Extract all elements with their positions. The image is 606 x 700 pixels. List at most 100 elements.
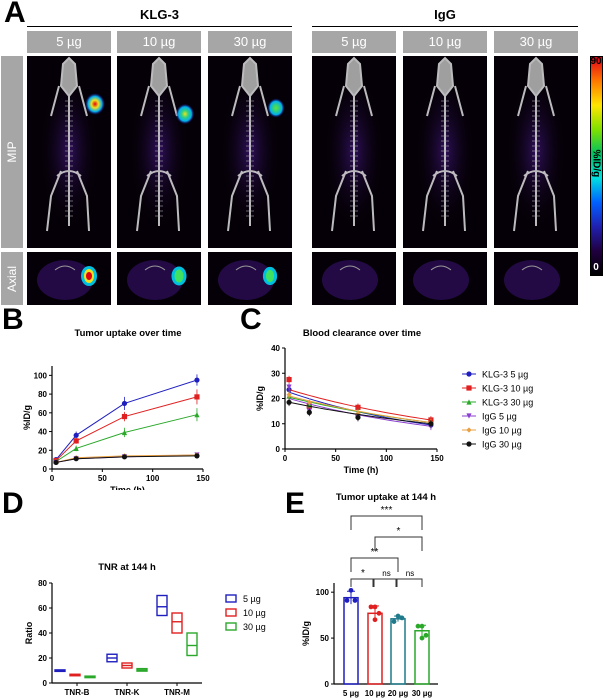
axial-image bbox=[403, 252, 487, 305]
data-point bbox=[355, 404, 361, 410]
significance-label: ** bbox=[371, 547, 379, 558]
data-point bbox=[344, 598, 350, 603]
x-tick-label: 0 bbox=[283, 454, 288, 463]
data-point bbox=[73, 445, 79, 451]
y-tick-label: 40 bbox=[271, 344, 280, 353]
series-line bbox=[55, 414, 198, 462]
y-tick-label: 60 bbox=[38, 604, 47, 613]
row-label-mip: MIP bbox=[1, 56, 23, 248]
y-axis-label: %ID/g bbox=[22, 405, 32, 430]
bar bbox=[367, 612, 383, 685]
x-axis-label: Time (h) bbox=[344, 465, 379, 475]
x-tick-label: 50 bbox=[98, 474, 107, 483]
chart-title: TNR at 144 h bbox=[98, 562, 156, 573]
data-point bbox=[428, 421, 434, 427]
chart-title: Tumor uptake over time bbox=[75, 328, 182, 339]
chart-c: Blood clearance over time 0 10 20 30 40 0 50 100… bbox=[255, 328, 533, 475]
data-point bbox=[73, 456, 79, 462]
significance-bracket bbox=[374, 536, 423, 551]
legend-swatch bbox=[225, 622, 237, 631]
series-line bbox=[55, 396, 198, 461]
y-axis-label: %ID/g bbox=[255, 386, 265, 411]
data-point bbox=[466, 441, 472, 447]
panel-letter-e: E bbox=[285, 487, 306, 520]
y-tick-label: 0 bbox=[276, 445, 281, 454]
x-tick-label: 100 bbox=[380, 454, 394, 463]
x-tick-label: TNR-B bbox=[65, 688, 90, 697]
y-tick-label: 100 bbox=[316, 588, 330, 597]
axial-image bbox=[27, 252, 111, 305]
data-point bbox=[121, 454, 128, 460]
mip-image bbox=[208, 56, 292, 248]
data-point bbox=[306, 409, 312, 415]
y-tick-label: 50 bbox=[320, 634, 329, 643]
data-point bbox=[73, 438, 79, 444]
y-tick-label: 0 bbox=[325, 680, 330, 689]
group-underline-1 bbox=[312, 26, 578, 27]
panel-letter-c: C bbox=[240, 303, 262, 336]
x-tick-label: TNR-M bbox=[164, 688, 190, 697]
x-tick-label: 150 bbox=[430, 454, 444, 463]
row-label-axial: Axial bbox=[1, 252, 23, 305]
x-tick-label: 10 µg bbox=[365, 689, 386, 698]
significance-bracket bbox=[350, 515, 423, 530]
y-tick-label: 80 bbox=[38, 579, 47, 588]
y-tick-label: 20 bbox=[38, 654, 47, 663]
chart-e: Tumor uptake at 144 h 0 50 100 %ID/g 5 µg 10 µ… bbox=[301, 492, 438, 698]
mip-image bbox=[403, 56, 487, 248]
legend-label: IgG 5 µg bbox=[482, 412, 517, 422]
y-axis-label: %ID/g bbox=[301, 621, 311, 646]
fit-curve bbox=[288, 401, 431, 425]
data-point bbox=[355, 414, 361, 421]
axial-image bbox=[494, 252, 578, 305]
y-axis-label: Ratio bbox=[24, 621, 34, 644]
significance-bracket bbox=[350, 578, 375, 587]
significance-label: *** bbox=[381, 505, 393, 516]
y-tick-label: 20 bbox=[38, 446, 47, 455]
data-point bbox=[419, 635, 425, 641]
group-title-0: KLG-3 bbox=[140, 7, 179, 22]
x-tick-label: 0 bbox=[50, 474, 55, 483]
y-tick-label: 80 bbox=[38, 390, 47, 399]
legend-swatch bbox=[225, 594, 237, 603]
chart-title: Blood clearance over time bbox=[303, 328, 421, 339]
data-point bbox=[395, 613, 401, 619]
y-tick-label: 100 bbox=[34, 371, 48, 380]
data-point bbox=[348, 587, 354, 593]
series-line bbox=[55, 455, 197, 463]
fit-curve bbox=[288, 395, 431, 423]
dose-label: 5 µg bbox=[27, 31, 111, 53]
mip-image bbox=[117, 56, 201, 248]
data-point bbox=[466, 413, 472, 419]
data-point bbox=[466, 385, 472, 391]
data-point bbox=[194, 377, 200, 383]
y-tick-label: 0 bbox=[43, 679, 48, 688]
data-point bbox=[466, 371, 472, 377]
significance-label: * bbox=[361, 568, 365, 579]
legend-label: IgG 30 µg bbox=[482, 440, 522, 450]
significance-bracket bbox=[372, 578, 398, 587]
colorbar-label: %ID/g bbox=[590, 149, 602, 178]
data-point bbox=[286, 384, 292, 390]
data-point bbox=[194, 394, 200, 400]
data-point bbox=[121, 429, 128, 436]
data-point bbox=[419, 623, 425, 629]
data-point bbox=[286, 376, 292, 383]
x-tick-label: 20 µg bbox=[388, 689, 409, 698]
dose-label: 30 µg bbox=[494, 31, 578, 53]
y-tick-label: 10 bbox=[271, 420, 280, 429]
x-axis-label: Time (h) bbox=[110, 485, 145, 490]
x-tick-label: 50 bbox=[331, 454, 340, 463]
significance-bracket bbox=[350, 557, 399, 572]
box bbox=[186, 632, 198, 657]
y-tick-label: 20 bbox=[271, 395, 280, 404]
dose-label: 10 µg bbox=[117, 31, 201, 53]
legend-label: KLG-3 30 µg bbox=[482, 398, 533, 408]
x-tick-label: 100 bbox=[146, 474, 160, 483]
legend-label: 30 µg bbox=[243, 622, 266, 632]
chart-d: TNR at 144 h 0 20 40 60 80 Ratio TNR-B TNR-K TNR-… bbox=[24, 562, 266, 697]
colorbar-min: 0 bbox=[593, 262, 599, 273]
data-point bbox=[286, 399, 292, 405]
axial-image bbox=[208, 252, 292, 305]
x-tick-label: 30 µg bbox=[412, 689, 433, 698]
